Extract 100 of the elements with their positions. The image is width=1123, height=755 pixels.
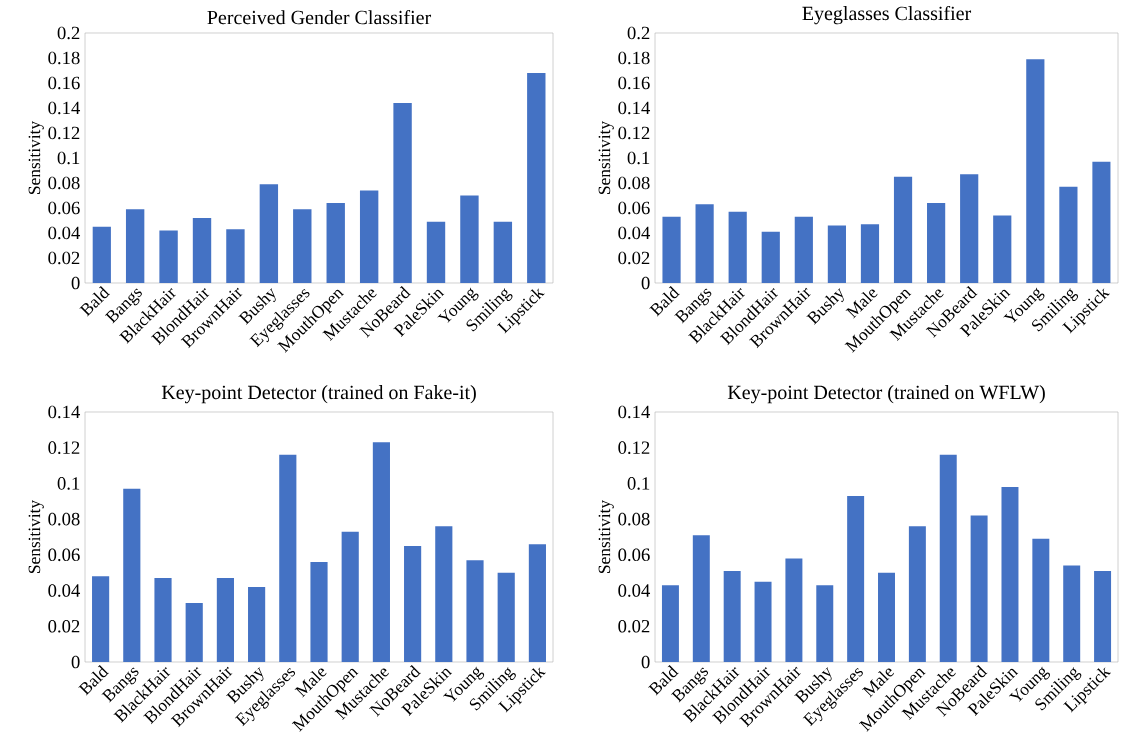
bar [692, 535, 710, 662]
y-tick-label: 0.02 [618, 619, 650, 633]
bar [728, 211, 747, 283]
bar [435, 526, 453, 662]
y-tick-label: 0.1 [627, 151, 650, 165]
y-tick-label: 0.12 [618, 441, 650, 455]
bar [92, 576, 110, 662]
y-tick-label: 0.08 [618, 512, 650, 526]
y-tick-label: 0.14 [618, 405, 651, 419]
y-tick-label: 0.2 [57, 26, 80, 40]
y-tick-label: 0.1 [57, 477, 80, 490]
y-tick-label: 0.08 [48, 176, 80, 190]
chart-title: Key-point Detector (trained on WFLW) [727, 385, 1045, 404]
bar [185, 603, 203, 662]
bar [908, 526, 926, 662]
bar [695, 204, 714, 283]
bar [216, 578, 234, 662]
bar [993, 215, 1012, 283]
bar [92, 226, 111, 283]
y-axis-title: Sensitivity [598, 120, 614, 194]
bar [761, 231, 780, 283]
bar [1001, 486, 1019, 662]
y-tick-label: 0.06 [48, 201, 80, 215]
y-tick-label: 0.02 [618, 251, 650, 265]
bar [359, 190, 379, 283]
y-tick-label: 0 [71, 276, 80, 290]
bar [847, 495, 865, 662]
y-tick-label: 0.16 [618, 76, 650, 90]
bar [404, 545, 422, 662]
y-tick-label: 0.14 [48, 405, 81, 419]
y-tick-label: 0.08 [48, 512, 80, 526]
bar [878, 572, 895, 662]
y-tick-label: 0 [71, 655, 80, 669]
bar [794, 216, 813, 283]
bar [1094, 570, 1112, 662]
bar [259, 184, 279, 283]
bar [497, 572, 515, 662]
chart-title: Key-point Detector (trained on Fake-it) [161, 385, 476, 404]
y-tick-label: 0 [641, 276, 650, 290]
y-axis-title: Sensitivity [28, 499, 44, 573]
bar [893, 176, 913, 283]
bar [326, 202, 345, 283]
bar [154, 578, 172, 662]
bar [754, 581, 772, 662]
bar [1032, 538, 1050, 662]
y-tick-label: 0.14 [618, 101, 651, 115]
bar [527, 72, 546, 283]
y-tick-label: 0.1 [57, 151, 80, 165]
y-tick-label: 0.02 [48, 619, 80, 633]
bar [493, 221, 513, 283]
bar [372, 442, 390, 662]
y-tick-label: 0.04 [48, 226, 81, 240]
bar [927, 202, 946, 283]
y-axis-title: Sensitivity [598, 499, 614, 573]
bar [192, 217, 212, 283]
y-tick-label: 0.14 [48, 101, 81, 115]
bar [1059, 186, 1078, 283]
bar [460, 195, 479, 283]
y-axis-title: Sensitivity [28, 120, 44, 194]
y-tick-label: 0.06 [618, 201, 650, 215]
chart-title: Perceived Gender Classifier [207, 10, 432, 25]
bar [125, 209, 145, 283]
y-tick-label: 0.12 [618, 126, 650, 140]
y-tick-label: 0.12 [48, 126, 80, 140]
bar [123, 488, 141, 662]
bar [310, 561, 328, 662]
bar [159, 230, 178, 283]
bar [1026, 59, 1045, 283]
y-tick-label: 0.08 [618, 176, 650, 190]
bar [1063, 565, 1081, 662]
y-tick-label: 0.18 [618, 51, 650, 65]
bar [426, 221, 446, 283]
bar [661, 585, 679, 662]
bar [279, 454, 297, 662]
bar [816, 585, 834, 662]
y-tick-label: 0.06 [618, 548, 650, 562]
bar [662, 216, 681, 283]
y-tick-label: 0 [641, 655, 650, 669]
bar [1092, 161, 1111, 283]
y-tick-label: 0.16 [48, 76, 80, 90]
chart-title: Eyeglasses Classifier [802, 5, 972, 25]
bar [785, 558, 803, 662]
bar [827, 225, 846, 283]
bar [466, 560, 484, 662]
y-tick-label: 0.1 [627, 477, 650, 490]
y-tick-label: 0.02 [48, 251, 80, 265]
bar [860, 224, 880, 283]
bar [226, 229, 245, 283]
y-tick-label: 0.04 [618, 226, 651, 240]
bar [293, 209, 312, 283]
bar [723, 570, 741, 662]
y-tick-label: 0.12 [48, 441, 80, 455]
bar [528, 544, 546, 662]
bar [248, 586, 266, 662]
y-tick-label: 0.2 [627, 26, 650, 40]
bar [960, 174, 979, 283]
bar [970, 515, 988, 662]
y-tick-label: 0.04 [618, 584, 651, 597]
y-tick-label: 0.06 [48, 548, 80, 562]
bar [341, 531, 359, 662]
